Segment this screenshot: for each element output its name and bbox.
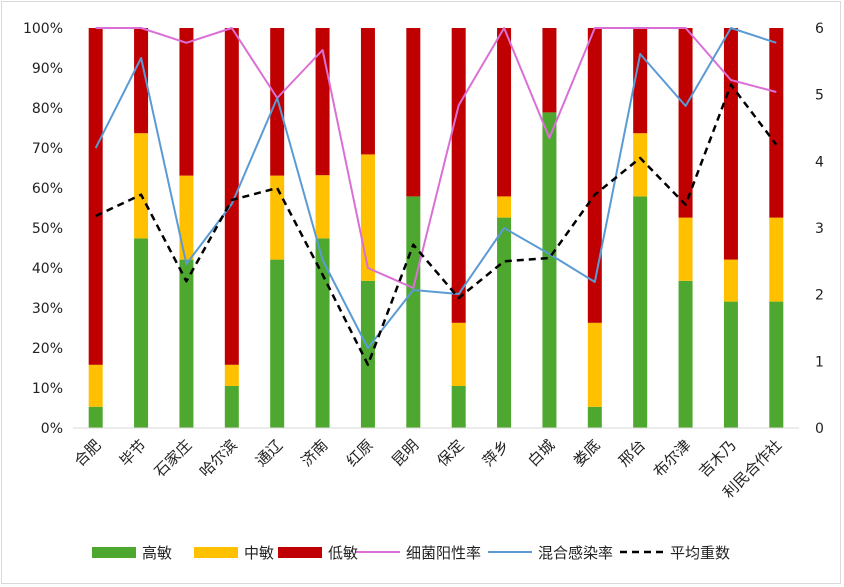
- legend-label: 平均重数: [670, 544, 730, 562]
- bar-segment-中敏: [678, 217, 693, 281]
- left-axis-tick-label: 80%: [32, 101, 63, 117]
- category-label: 石家庄: [151, 436, 196, 481]
- bar-segment-低敏: [633, 28, 648, 134]
- bar-segment-高敏: [723, 301, 738, 428]
- bar-segment-中敏: [360, 154, 375, 281]
- bar-segment-低敏: [451, 28, 466, 323]
- bar-segment-低敏: [406, 28, 421, 197]
- series-line-混合感染率: [94, 27, 777, 349]
- bar-segment-中敏: [179, 175, 194, 260]
- bar-segment-中敏: [769, 217, 784, 302]
- bar-segment-低敏: [497, 28, 512, 197]
- bar-segment-低敏: [542, 28, 557, 113]
- category-label: 邢台: [615, 436, 649, 470]
- bar-segment-中敏: [587, 322, 602, 407]
- series-line-平均重数: [95, 83, 778, 366]
- left-axis-tick-label: 40%: [32, 261, 63, 277]
- bar-segment-低敏: [587, 28, 602, 323]
- category-label: 保定: [434, 436, 468, 470]
- left-axis-tick-label: 90%: [32, 61, 63, 77]
- line-series: [94, 27, 778, 366]
- bar-segment-高敏: [769, 301, 784, 428]
- bar-segment-低敏: [224, 28, 239, 365]
- legend-label: 高敏: [142, 544, 172, 562]
- bar-segment-中敏: [88, 364, 103, 407]
- bar-segment-低敏: [723, 28, 738, 260]
- left-axis-tick-label: 60%: [32, 181, 63, 197]
- category-label: 通辽: [252, 436, 286, 470]
- category-label: 昆明: [388, 436, 422, 470]
- left-axis-tick-label: 100%: [23, 21, 63, 37]
- bar-segment-中敏: [497, 196, 512, 218]
- category-label: 娄底: [570, 436, 604, 470]
- bar-segment-低敏: [678, 28, 693, 218]
- category-label: 济南: [297, 436, 331, 470]
- legend-label: 中敏: [244, 544, 274, 562]
- bar-segment-高敏: [587, 406, 602, 428]
- bar-segment-低敏: [270, 28, 285, 176]
- bar-segment-中敏: [315, 175, 330, 239]
- bar-segment-高敏: [360, 280, 375, 428]
- legend: 高敏 中敏 低敏 细菌阳性率 混合感染率 平均重数: [92, 544, 730, 562]
- bar-segment-高敏: [633, 196, 648, 428]
- category-label: 吉木乃: [695, 436, 740, 481]
- bar-segment-高敏: [406, 196, 421, 428]
- bar-segment-高敏: [179, 259, 194, 428]
- category-label: 红原: [343, 436, 377, 470]
- left-axis-tick-label: 50%: [32, 221, 63, 237]
- left-y-axis: 0% 10% 20% 30% 40% 50% 60% 70% 80% 90% 100%: [23, 21, 63, 437]
- right-y-axis: 0 1 2 3 4 5 6: [815, 21, 824, 437]
- right-axis-tick-label: 3: [815, 221, 824, 237]
- stacked-bars: [88, 28, 784, 429]
- category-label: 白城: [524, 436, 558, 470]
- bar-segment-低敏: [179, 28, 194, 176]
- category-label: 布尔津: [650, 436, 695, 481]
- bar-segment-高敏: [224, 386, 239, 428]
- bar-segment-高敏: [678, 280, 693, 428]
- bar-segment-中敏: [723, 259, 738, 302]
- left-axis-tick-label: 30%: [32, 301, 63, 317]
- bar-segment-中敏: [451, 322, 466, 386]
- category-label: 萍乡: [479, 436, 513, 470]
- right-axis-tick-label: 0: [815, 421, 824, 437]
- bar-segment-中敏: [633, 133, 648, 197]
- bar-segment-低敏: [360, 28, 375, 155]
- legend-label: 细菌阳性率: [406, 544, 481, 562]
- left-axis-tick-label: 70%: [32, 141, 63, 157]
- bar-segment-高敏: [134, 238, 149, 428]
- left-axis-tick-label: 10%: [32, 381, 63, 397]
- bar-segment-低敏: [88, 28, 103, 365]
- legend-label: 混合感染率: [538, 544, 613, 562]
- right-axis-tick-label: 2: [815, 288, 824, 304]
- bar-segment-低敏: [769, 28, 784, 218]
- right-axis-tick-label: 6: [815, 21, 824, 37]
- bar-segment-中敏: [270, 175, 285, 260]
- series-line-细菌阳性率: [95, 27, 777, 289]
- right-axis-tick-label: 1: [815, 354, 824, 370]
- category-label: 哈尔滨: [196, 436, 241, 481]
- bar-segment-中敏: [134, 133, 149, 239]
- right-axis-tick-label: 4: [815, 154, 824, 170]
- bar-segment-高敏: [542, 112, 557, 429]
- bar-segment-低敏: [134, 28, 149, 134]
- category-label: 毕节: [116, 436, 150, 470]
- bar-segment-高敏: [451, 386, 466, 428]
- left-axis-tick-label: 20%: [32, 341, 63, 357]
- category-label: 合肥: [71, 436, 105, 470]
- bar-segment-高敏: [497, 217, 512, 428]
- bar-segment-高敏: [88, 406, 103, 428]
- legend-swatch-低敏: [278, 547, 322, 558]
- legend-label: 低敏: [328, 544, 358, 562]
- legend-swatch-高敏: [92, 547, 136, 558]
- bar-segment-高敏: [315, 238, 330, 428]
- bar-segment-高敏: [270, 259, 285, 428]
- bar-segment-中敏: [224, 364, 239, 386]
- left-axis-tick-label: 0%: [41, 421, 63, 437]
- right-axis-tick-label: 5: [815, 88, 824, 104]
- legend-swatch-中敏: [194, 547, 238, 558]
